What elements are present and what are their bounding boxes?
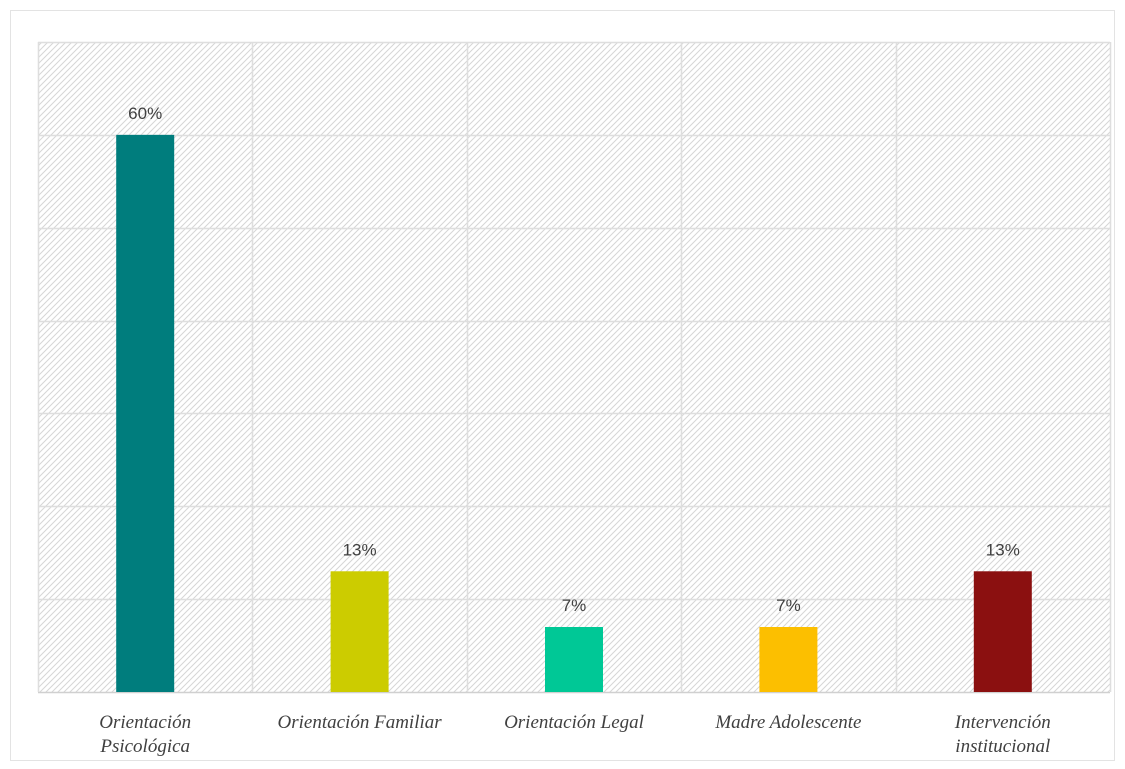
bar (759, 627, 818, 692)
bar (973, 571, 1032, 692)
plot-area-background (38, 42, 1110, 692)
bar-value-label: 13% (986, 540, 1020, 559)
chart-outer-border (10, 10, 1115, 761)
bar-value-label: 7% (562, 596, 587, 615)
category-label: Orientación Legal (504, 712, 644, 733)
category-labels: Orientación Psicológica Orientación Famili… (99, 712, 1051, 757)
bar-value-label: 7% (776, 596, 801, 615)
gridlines (37, 41, 1112, 694)
bar-value-label: 13% (343, 540, 377, 559)
category-label: Orientación (99, 712, 191, 733)
category-label: Intervención (954, 712, 1051, 733)
bar (545, 627, 603, 692)
data-labels: 60% 13% 7% 7% 13% (128, 104, 1020, 615)
category-label: Madre Adolescente (714, 712, 861, 733)
bars (116, 134, 1032, 692)
bar (116, 134, 175, 692)
category-label: Orientación Familiar (278, 712, 443, 733)
category-label: institucional (955, 736, 1050, 757)
category-label: Psicológica (99, 736, 190, 757)
bar-value-label: 60% (128, 104, 162, 123)
bar (330, 571, 389, 692)
